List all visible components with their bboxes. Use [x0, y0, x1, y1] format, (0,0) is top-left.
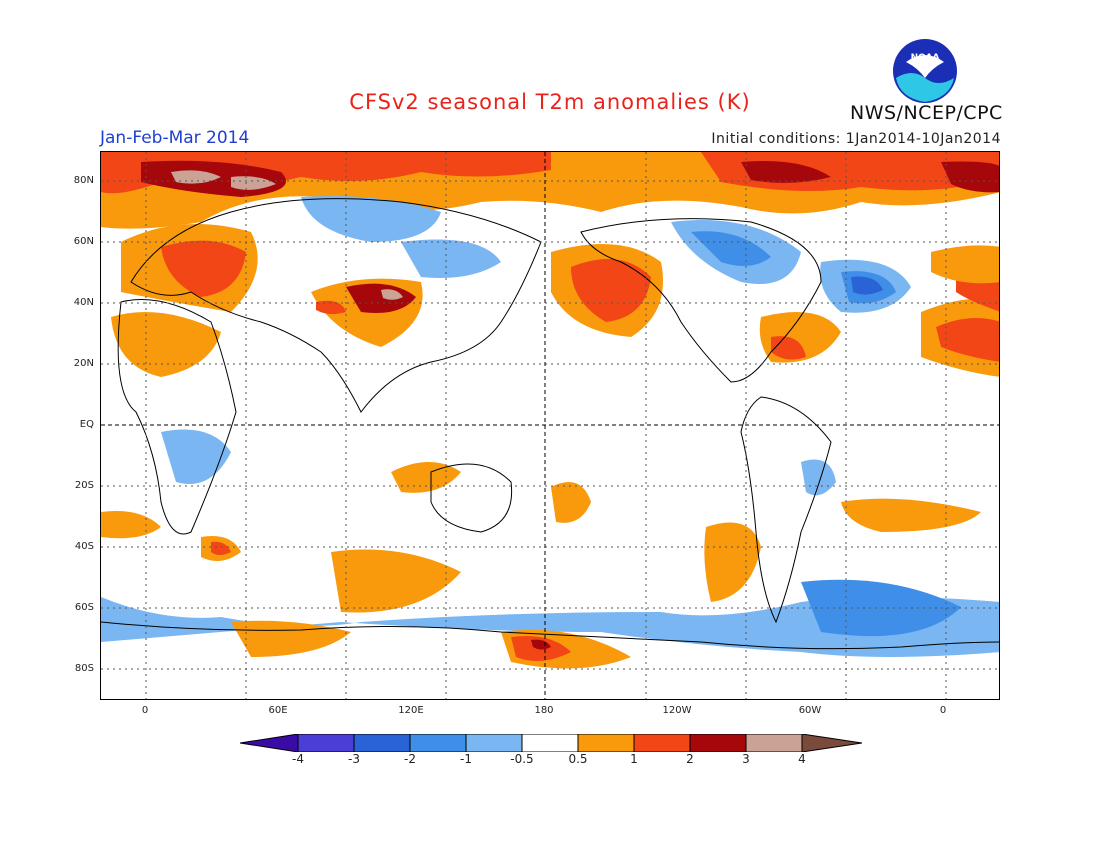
colorbar-label: 2: [686, 752, 694, 766]
colorbar-label: 0.5: [568, 752, 588, 766]
lat-label-80s: 80S: [74, 663, 94, 674]
colorbar-label: -4: [292, 752, 304, 766]
lat-label-80n: 80N: [73, 175, 94, 186]
lon-label-120w: 120W: [662, 705, 692, 716]
lat-label-eq: EQ: [79, 419, 94, 430]
graticule: [101, 152, 999, 699]
lat-label-20s: 20S: [74, 480, 94, 491]
southern-ocean-cold-region: [101, 597, 999, 657]
colorbar-segment: [633, 734, 691, 752]
lat-label-60s: 60S: [74, 602, 94, 613]
lon-label-60e: 60E: [268, 705, 288, 716]
forecast-period: Jan-Feb-Mar 2014: [100, 128, 250, 148]
colorbar-segment: [297, 734, 355, 752]
colorbar-segment: [465, 734, 523, 752]
svg-text:NOAA: NOAA: [911, 53, 940, 63]
lon-label-0: 0: [141, 705, 149, 716]
colorbar-segment: [353, 734, 411, 752]
colorbar-label: 3: [742, 752, 750, 766]
colorbar-label: 4: [798, 752, 806, 766]
initial-conditions: Initial conditions: 1Jan2014-10Jan2014: [711, 131, 1001, 147]
colorbar-label: -3: [348, 752, 360, 766]
colorbar-label: 1: [630, 752, 638, 766]
agency-label: NWS/NCEP/CPC: [850, 102, 1003, 124]
antarctica-coastline: [101, 621, 999, 650]
australia-coastline: [430, 463, 513, 533]
colorbar-segment: [745, 734, 803, 752]
north-africa-warm-region: [111, 312, 221, 377]
colorbar-min-arrow: [240, 734, 299, 752]
lon-label-120e: 120E: [398, 705, 424, 716]
europe-asia-coastline: [130, 198, 542, 413]
colorbar-segment: [577, 734, 635, 752]
lon-label-60w: 60W: [798, 705, 822, 716]
lon-label-0-east: 0: [939, 705, 947, 716]
colorbar-label: -2: [404, 752, 416, 766]
colorbar-segment: [409, 734, 467, 752]
lat-label-20n: 20N: [73, 358, 94, 369]
africa-coastline: [117, 299, 237, 535]
colorbar-label: -0.5: [510, 752, 534, 766]
noaa-logo: NOAA: [893, 39, 957, 103]
colorbar-max-arrow: [801, 734, 862, 752]
colorbar-segment: [521, 734, 579, 752]
colorbar-label: -1: [460, 752, 472, 766]
reference-lines: [101, 152, 999, 699]
south-america-coastline: [740, 396, 832, 624]
lat-label-60n: 60N: [73, 236, 94, 247]
lon-label-180: 180: [534, 705, 554, 716]
lat-label-40n: 40N: [73, 297, 94, 308]
colorbar: [240, 734, 862, 752]
lat-label-40s: 40S: [74, 541, 94, 552]
anomaly-map: [100, 151, 1000, 700]
colorbar-segment: [689, 734, 747, 752]
north-america-coastline: [580, 218, 822, 383]
coastlines: [101, 198, 999, 650]
chart-title: CFSv2 seasonal T2m anomalies (K): [349, 90, 751, 114]
